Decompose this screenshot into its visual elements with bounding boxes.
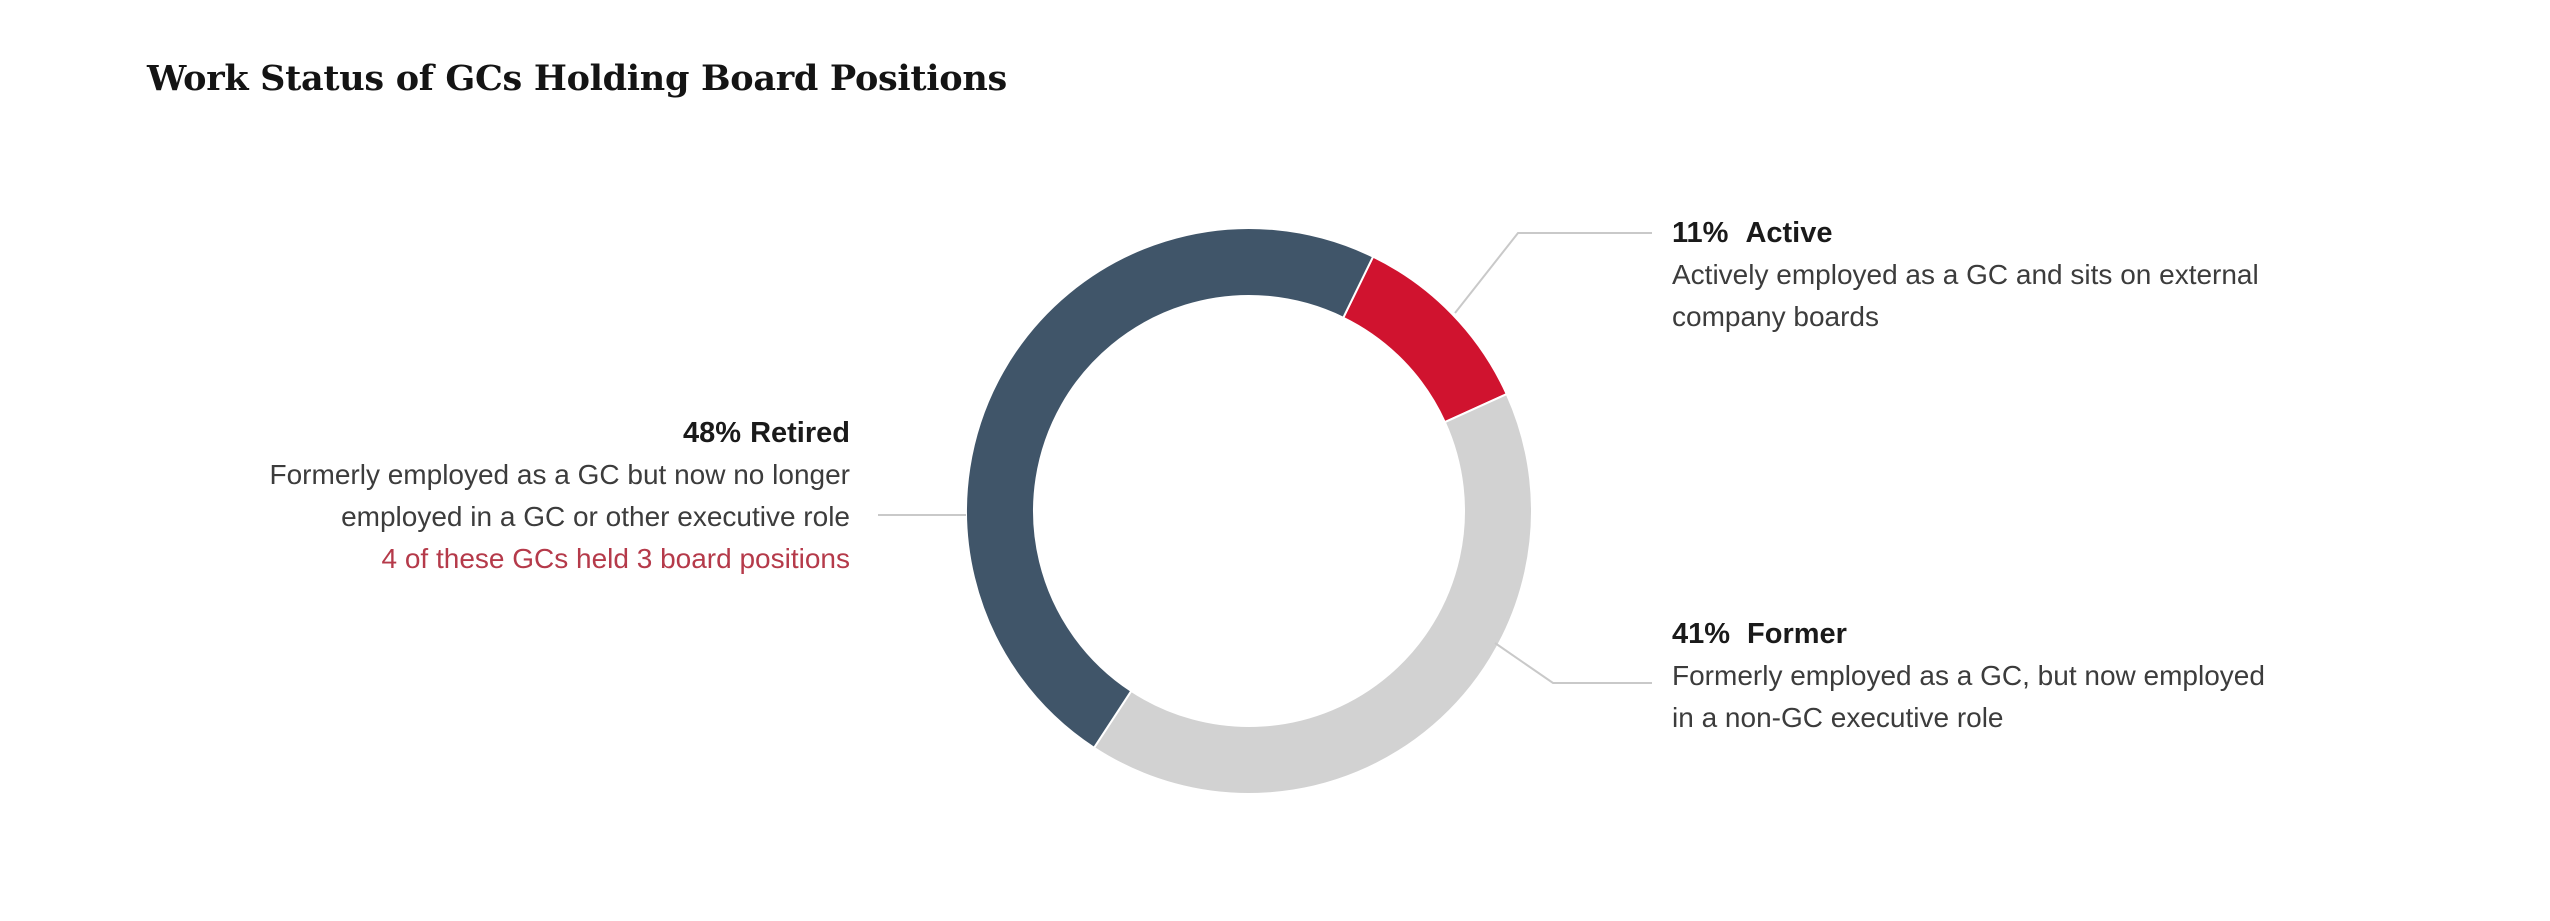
leader-line-former	[1494, 642, 1652, 684]
callout-retired: 48% Retired Formerly employed as a GC but…	[270, 412, 851, 580]
retired-label: Retired	[750, 417, 850, 449]
page-title: Work Status of GCs Holding Board Positio…	[147, 58, 1007, 99]
callout-retired-heading: 48% Retired	[270, 412, 850, 454]
former-description-line1: Formerly employed as a GC, but now emplo…	[1672, 660, 2265, 691]
active-percentage: 11%	[1672, 217, 1729, 249]
retired-percentage: 48%	[683, 417, 742, 449]
callout-active-heading: 11% Active	[1672, 212, 2259, 254]
active-description-line2: company boards	[1672, 301, 1880, 332]
donut-segment-former	[1092, 392, 1533, 795]
donut-segment-active	[1341, 255, 1509, 424]
leader-line-active	[1454, 232, 1652, 314]
active-label: Active	[1745, 217, 1833, 249]
retired-description-line1: Formerly employed as a GC but now no lon…	[269, 459, 851, 490]
former-percentage: 41%	[1672, 618, 1731, 650]
retired-description-line2: employed in a GC or other executive role	[341, 501, 850, 532]
callout-active: 11% Active Actively employed as a GC and …	[1672, 212, 2259, 338]
callout-former: 41% Former Formerly employed as a GC, but…	[1672, 613, 2265, 739]
donut-segment-retired	[965, 227, 1375, 750]
callout-former-heading: 41% Former	[1672, 613, 2265, 655]
retired-note: 4 of these GCs held 3 board positions	[381, 543, 850, 574]
active-description-line1: Actively employed as a GC and sits on ex…	[1672, 259, 2259, 290]
former-description-line2: in a non-GC executive role	[1672, 702, 2004, 733]
former-label: Former	[1747, 618, 1847, 650]
donut-segments-group	[965, 227, 1533, 795]
